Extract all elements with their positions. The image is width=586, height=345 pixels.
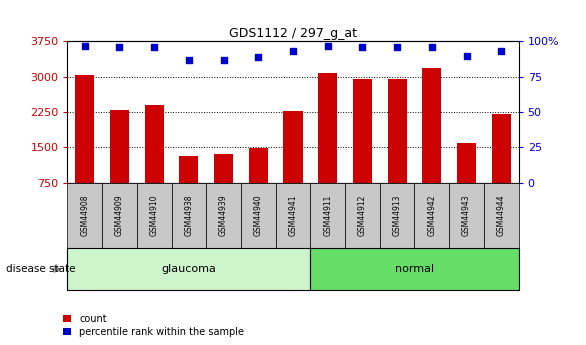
Text: GSM44912: GSM44912 <box>358 195 367 236</box>
Bar <box>492 114 511 218</box>
Text: GSM44910: GSM44910 <box>149 195 159 236</box>
Text: GSM44943: GSM44943 <box>462 195 471 236</box>
Text: GSM44911: GSM44911 <box>323 195 332 236</box>
Text: GSM44944: GSM44944 <box>497 195 506 236</box>
Point <box>427 44 437 50</box>
Bar <box>423 68 441 218</box>
Point <box>357 44 367 50</box>
Point <box>80 43 90 48</box>
Text: normal: normal <box>395 264 434 274</box>
Point <box>393 44 402 50</box>
Bar <box>75 75 94 218</box>
Point <box>496 49 506 54</box>
Text: glaucoma: glaucoma <box>161 264 216 274</box>
Text: GSM44940: GSM44940 <box>254 195 263 236</box>
Point <box>288 49 298 54</box>
Bar <box>179 156 199 218</box>
Text: GSM44941: GSM44941 <box>288 195 298 236</box>
Title: GDS1112 / 297_g_at: GDS1112 / 297_g_at <box>229 27 357 40</box>
Bar <box>145 105 163 218</box>
Text: GSM44938: GSM44938 <box>185 195 193 236</box>
Bar <box>353 79 372 218</box>
Point <box>115 44 124 50</box>
Bar <box>387 79 407 218</box>
Bar <box>318 73 338 218</box>
Text: GSM44909: GSM44909 <box>115 195 124 236</box>
Bar <box>248 148 268 218</box>
Text: GSM44908: GSM44908 <box>80 195 89 236</box>
Point <box>462 53 471 58</box>
Bar <box>284 111 302 218</box>
Point <box>184 57 193 62</box>
Bar <box>457 143 476 218</box>
Text: GSM44939: GSM44939 <box>219 195 228 236</box>
Point <box>149 44 159 50</box>
Bar <box>110 110 129 218</box>
Bar <box>214 154 233 218</box>
Legend: count, percentile rank within the sample: count, percentile rank within the sample <box>63 314 244 337</box>
Point <box>254 54 263 60</box>
Point <box>219 57 229 62</box>
Text: disease state: disease state <box>6 264 76 274</box>
Text: GSM44942: GSM44942 <box>427 195 437 236</box>
Point <box>323 43 332 48</box>
Text: GSM44913: GSM44913 <box>393 195 401 236</box>
